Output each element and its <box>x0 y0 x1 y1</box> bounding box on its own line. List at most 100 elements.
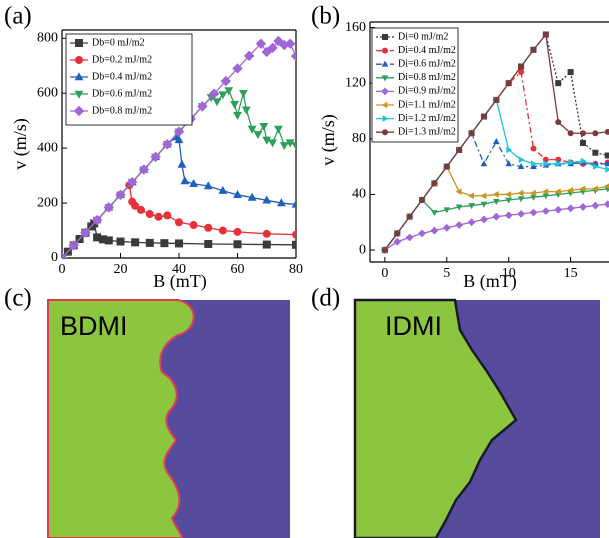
legend-box <box>65 33 193 126</box>
marker <box>259 122 269 131</box>
legend-label: Di=0.8 mJ/m2 <box>398 72 456 83</box>
x-tick-label: 40 <box>172 262 186 277</box>
marker <box>480 113 487 120</box>
marker <box>189 179 199 188</box>
marker <box>555 119 562 126</box>
marker <box>291 199 296 208</box>
marker <box>555 160 562 168</box>
marker <box>274 125 283 134</box>
chart: (b) 0 5 10 15 0 40 80 120 160 B (mT) v (m/s) Di=0 mJ… <box>311 3 609 292</box>
series-line <box>384 131 608 251</box>
marker <box>180 176 190 185</box>
y-tick-label: 40 <box>352 187 366 202</box>
marker <box>233 190 242 199</box>
marker <box>212 98 222 107</box>
marker <box>218 185 228 194</box>
y-tick-label: 160 <box>345 20 366 35</box>
marker <box>382 115 389 122</box>
marker <box>62 252 68 258</box>
marker <box>443 163 450 170</box>
x-tick-label: 15 <box>564 266 578 281</box>
panel-label: (d) <box>311 285 340 312</box>
marker <box>233 240 242 249</box>
legend-label: Db=0.2 mJ/m2 <box>92 54 152 65</box>
marker <box>592 149 599 156</box>
marker <box>492 212 501 221</box>
marker <box>480 160 488 167</box>
marker <box>382 34 388 40</box>
marker <box>506 146 513 154</box>
marker <box>554 188 561 195</box>
marker <box>604 128 609 135</box>
marker <box>580 157 587 165</box>
x-tick-label: 10 <box>502 266 516 281</box>
marker <box>204 223 213 232</box>
marker <box>381 87 389 96</box>
marker <box>542 193 550 200</box>
marker <box>74 90 84 99</box>
y-tick-label: 800 <box>37 30 58 45</box>
legend-label: Di=0.6 mJ/m2 <box>398 58 456 69</box>
marker <box>160 239 169 248</box>
marker <box>189 221 198 230</box>
marker <box>284 38 296 49</box>
marker <box>394 230 401 237</box>
marker <box>150 151 161 163</box>
marker <box>431 210 438 217</box>
marker <box>238 89 248 98</box>
x-axis-label: B (mT) <box>153 271 207 292</box>
marker <box>517 189 524 197</box>
marker <box>505 191 512 198</box>
series-line <box>384 203 608 251</box>
marker <box>604 152 609 159</box>
marker <box>480 192 487 200</box>
marker <box>262 240 271 249</box>
panel-label: (c) <box>4 285 32 312</box>
marker <box>579 130 586 137</box>
marker <box>230 100 239 109</box>
y-axis-label: v (m/s) <box>318 114 339 166</box>
marker <box>75 56 83 64</box>
marker <box>233 227 242 236</box>
y-axis-label: v (m/s) <box>10 118 31 170</box>
marker <box>604 183 609 189</box>
marker <box>381 75 389 82</box>
marker <box>468 203 475 210</box>
marker <box>279 39 290 51</box>
x-tick-label: 80 <box>289 262 303 277</box>
marker <box>529 189 536 197</box>
marker <box>131 238 140 247</box>
marker <box>68 240 79 251</box>
marker <box>517 196 525 203</box>
marker <box>73 105 85 117</box>
marker <box>116 237 125 246</box>
marker <box>493 198 500 205</box>
x-tick-label: 60 <box>231 262 245 277</box>
marker <box>430 226 439 235</box>
marker <box>262 195 272 204</box>
x-tick-label: 0 <box>59 262 66 277</box>
marker <box>267 42 278 54</box>
marker <box>493 137 500 144</box>
marker <box>253 131 263 140</box>
marker <box>518 69 525 76</box>
legend: Db=0 mJ/m2 Db=0.2 mJ/m2 Db=0.4 mJ/m2 Db=0.6… <box>65 33 193 126</box>
marker <box>443 207 451 214</box>
marker <box>74 72 84 81</box>
marker <box>218 226 227 235</box>
x-tick-label: 5 <box>443 266 450 281</box>
marker <box>480 215 488 224</box>
marker <box>241 106 251 115</box>
marker <box>405 233 414 242</box>
marker <box>505 160 512 167</box>
y-tick-label: 200 <box>37 195 58 210</box>
marker <box>145 210 154 219</box>
image-label: IDMI <box>385 311 442 341</box>
marker <box>505 80 512 87</box>
marker <box>530 145 537 152</box>
marker <box>431 180 438 187</box>
marker <box>173 126 185 137</box>
marker <box>493 96 500 103</box>
marker <box>505 197 512 204</box>
